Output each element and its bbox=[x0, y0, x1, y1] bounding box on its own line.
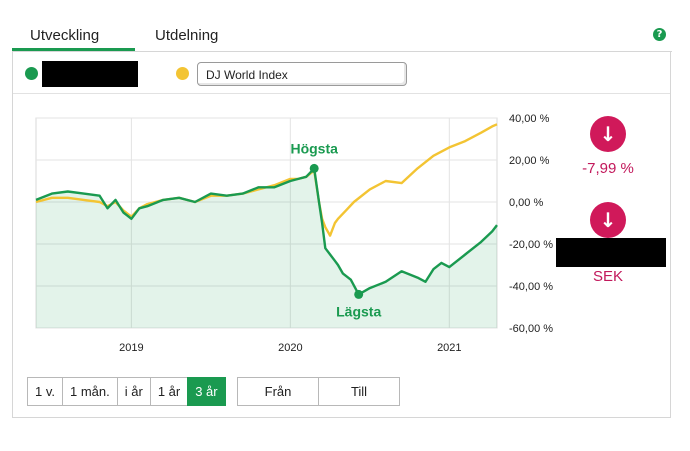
series-line-0 bbox=[35, 167, 498, 296]
annotation-point bbox=[309, 163, 319, 173]
change-down-icon: ↓ bbox=[590, 116, 626, 152]
tab-utveckling[interactable]: Utveckling bbox=[30, 27, 100, 44]
y-tick-label: 40,00 % bbox=[509, 113, 550, 125]
period-3-years-button[interactable]: 3 år bbox=[187, 377, 226, 406]
legend-row: DJ World Index bbox=[13, 52, 670, 94]
x-tick-label: 2020 bbox=[278, 342, 302, 354]
chart-fills bbox=[36, 168, 497, 328]
primary-change-value: -7,99 % bbox=[582, 160, 634, 177]
period-1-week-button[interactable]: 1 v. bbox=[27, 377, 63, 406]
secondary-change-currency: SEK bbox=[592, 268, 623, 285]
annotation-label: Lägsta bbox=[336, 303, 381, 319]
x-axis-ticks: 2019 2020 2021 bbox=[119, 342, 461, 354]
redacted-secondary-value bbox=[556, 238, 666, 267]
chart-annotations: Högsta Lägsta bbox=[290, 140, 381, 319]
y-tick-label: 20,00 % bbox=[509, 155, 550, 167]
to-date-button[interactable]: Till bbox=[318, 377, 400, 406]
annotation-label: Högsta bbox=[290, 140, 338, 156]
chart-panel: DJ World Index bbox=[12, 52, 671, 418]
primary-series-dot bbox=[25, 67, 38, 80]
date-range-group: Från Till bbox=[237, 377, 400, 406]
help-icon[interactable]: ? bbox=[653, 28, 666, 41]
y-tick-label: -20,00 % bbox=[509, 239, 553, 251]
chart-lines bbox=[35, 123, 498, 296]
active-tab-indicator bbox=[12, 48, 135, 51]
y-axis-ticks: 40,00 % 20,00 % 0,00 % -20,00 % -40,00 % -60,… bbox=[509, 113, 553, 335]
tab-bar: Utveckling Utdelning ? bbox=[12, 0, 672, 52]
from-date-button[interactable]: Från bbox=[237, 377, 319, 406]
series-area-fill bbox=[36, 168, 497, 328]
change-down-icon-secondary: ↓ bbox=[590, 202, 626, 238]
period-1-year-button[interactable]: 1 år bbox=[149, 377, 189, 406]
compare-series-dot bbox=[176, 67, 189, 80]
redacted-primary-name bbox=[42, 61, 138, 87]
x-tick-label: 2019 bbox=[119, 342, 143, 354]
tab-utdelning[interactable]: Utdelning bbox=[155, 27, 219, 44]
period-1-month-button[interactable]: 1 mån. bbox=[62, 377, 118, 406]
y-tick-label: 0,00 % bbox=[509, 197, 543, 209]
x-tick-label: 2021 bbox=[437, 342, 461, 354]
annotation-point bbox=[354, 289, 364, 299]
y-tick-label: -40,00 % bbox=[509, 281, 553, 293]
tab-divider bbox=[12, 51, 672, 52]
period-ytd-button[interactable]: i år bbox=[116, 377, 151, 406]
period-button-group: 1 v. 1 mån. i år 1 år 3 år bbox=[27, 377, 226, 406]
y-tick-label: -60,00 % bbox=[509, 323, 553, 335]
compare-index-select[interactable]: DJ World Index bbox=[197, 62, 407, 86]
